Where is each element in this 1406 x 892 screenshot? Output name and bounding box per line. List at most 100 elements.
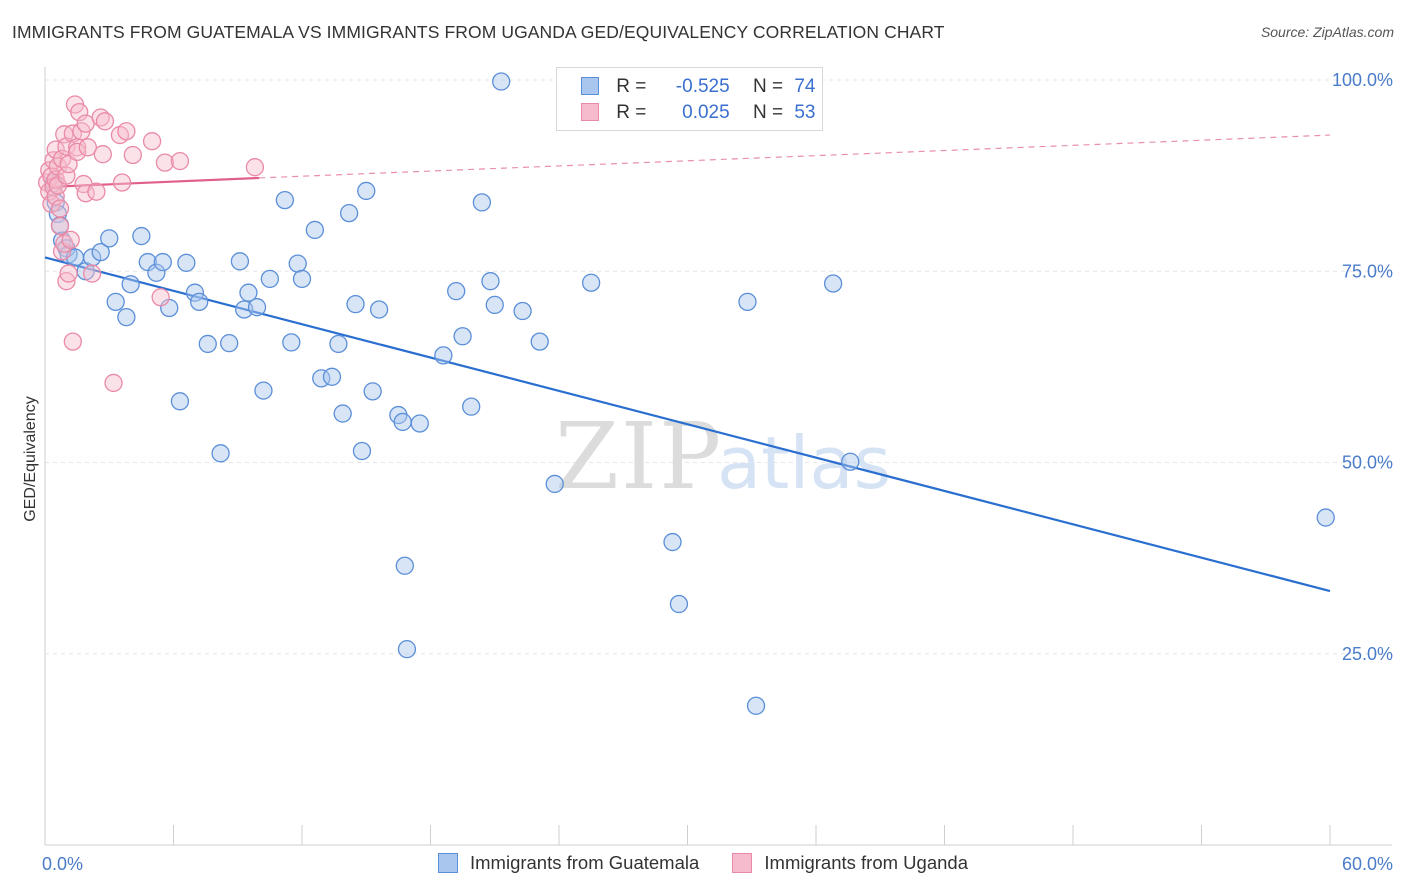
guatemala-point (397, 640, 417, 659)
series-label-guatemala: Immigrants from Guatemala (470, 852, 700, 873)
uganda-point (63, 332, 82, 351)
guatemala-point (545, 474, 564, 494)
legend-n-value: 53 (794, 102, 816, 123)
series-swatch-guatemala (438, 853, 458, 873)
uganda-point (112, 173, 132, 192)
guatemala-point (117, 307, 136, 327)
guatemala-point (453, 327, 472, 346)
guatemala-point (322, 367, 342, 386)
guatemala-point (1316, 508, 1335, 527)
guatemala-point (485, 295, 504, 315)
guatemala-point (185, 283, 205, 302)
legend-r-value: -0.525 (675, 76, 730, 97)
guatemala-point (352, 441, 372, 461)
uganda-point (245, 158, 265, 177)
guatemala-point (91, 242, 110, 262)
y-tick-label: 25.0% (1342, 644, 1393, 664)
guatemala-point (220, 334, 239, 353)
uganda-point (78, 138, 97, 157)
series-swatch-uganda (732, 853, 753, 873)
legend-n-label: N = (752, 102, 784, 123)
guatemala-point (357, 181, 376, 201)
guatemala-point (329, 334, 348, 354)
guatemala-point (492, 72, 511, 91)
guatemala-point (288, 254, 307, 273)
guatemala-point (530, 332, 549, 351)
series-legend: Immigrants from Guatemala Immigrants fro… (0, 852, 1406, 874)
guatemala-point (462, 397, 481, 416)
chart-source: Source: ZipAtlas.com (1260, 24, 1394, 40)
guatemala-point (275, 190, 295, 210)
tick-labels: 100.0% 75.0% 50.0% 25.0% 0.0% 60.0% (42, 70, 1393, 874)
guatemala-point (170, 392, 190, 411)
chart-title: IMMIGRANTS FROM GUATEMALA VS IMMIGRANTS … (12, 22, 945, 42)
guatemala-point (198, 334, 217, 354)
y-tick-label: 50.0% (1342, 453, 1393, 473)
uganda-point (87, 182, 106, 201)
uganda-point (117, 122, 136, 141)
uganda-point (104, 373, 123, 393)
trend-lines (44, 134, 1331, 593)
uganda-point (57, 166, 76, 185)
uganda-point (142, 132, 162, 151)
legend-swatch-guatemala (581, 77, 599, 95)
uganda-point (93, 145, 112, 164)
guatemala-point (434, 346, 453, 365)
guatemala-point (305, 220, 325, 240)
guatemala-point (254, 381, 273, 400)
uganda-point (170, 151, 190, 171)
legend-row-uganda: R = 0.025 N = 53 (581, 102, 815, 128)
guatemala-point (447, 281, 466, 301)
x-tick-label: 0.0% (42, 854, 83, 874)
guatemala-point (481, 272, 500, 291)
uganda-point (82, 264, 102, 283)
guatemala-point (663, 532, 682, 552)
trendline-uganda-extension (259, 134, 1331, 179)
guatemala-point (100, 229, 119, 248)
guatemala-point (346, 294, 365, 314)
legend-n-label: N = (752, 76, 784, 97)
uganda-point (59, 264, 78, 283)
uganda-point (70, 102, 89, 122)
series-legend-uganda: Immigrants from Uganda (732, 852, 968, 874)
guatemala-point (513, 301, 532, 321)
uganda-point (155, 153, 175, 172)
correlation-legend: R = -0.525 N = 74 R = 0.025 N = 53 (556, 67, 823, 131)
y-axis-label: GED/Equivalency (22, 396, 39, 521)
guatemala-point (190, 292, 209, 312)
guatemala-point (581, 273, 601, 292)
guatemala-point (239, 283, 258, 302)
guatemala-point (393, 412, 412, 432)
guatemala-point (230, 252, 250, 271)
guatemala-point (738, 292, 757, 312)
guatemala-point (177, 253, 196, 272)
watermark-atlas: atlas (717, 421, 891, 505)
guatemala-point (333, 404, 352, 423)
watermark-zip: ZIP (555, 403, 723, 510)
data-points (37, 72, 1335, 715)
guatemala-point (247, 298, 267, 317)
legend-row-guatemala: R = -0.525 N = 74 (581, 76, 815, 102)
guatemala-point (147, 263, 166, 282)
guatemala-point (282, 333, 301, 352)
y-tick-label: 100.0% (1332, 70, 1393, 90)
guatemala-point (211, 444, 230, 463)
axes (44, 67, 1392, 846)
guatemala-point (823, 274, 843, 293)
uganda-point (123, 145, 142, 165)
uganda-point (151, 288, 170, 307)
legend-r-label: R = (616, 76, 647, 97)
uganda-point (50, 199, 70, 218)
uganda-point (67, 142, 87, 162)
guatemala-point (339, 203, 359, 223)
guatemala-point (841, 452, 860, 471)
guatemala-point (410, 414, 429, 433)
legend-r-label: R = (616, 102, 647, 123)
guatemala-point (669, 594, 689, 614)
guatemala-point (292, 269, 312, 289)
guatemala-point (260, 269, 280, 289)
uganda-point (95, 112, 115, 131)
watermark: ZIP atlas (555, 403, 891, 510)
uganda-point (61, 230, 80, 250)
